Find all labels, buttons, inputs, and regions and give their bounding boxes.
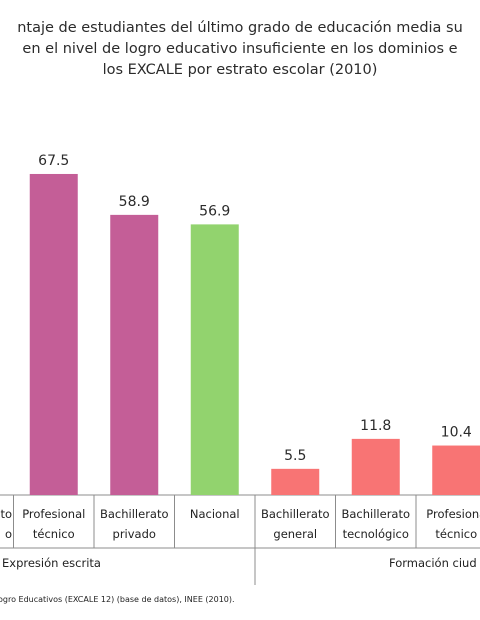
- bar-1: [29, 173, 78, 495]
- bar-3: [190, 224, 239, 495]
- category-label-5-1: tecnológico: [343, 527, 409, 541]
- data-label-4: 5.5: [284, 448, 306, 464]
- data-label-2: 58.9: [119, 194, 150, 210]
- chart-title-line-2: en el nivel de logro educativo insuficie…: [22, 41, 458, 57]
- category-label-0-0: to: [0, 507, 12, 521]
- data-label-6: 10.4: [441, 425, 472, 441]
- category-label-0-1: o: [5, 527, 12, 541]
- bar-4: [271, 468, 320, 495]
- category-label-2-0: Bachillerato: [100, 507, 169, 521]
- data-label-1: 67.5: [38, 153, 69, 169]
- bar-2: [110, 214, 159, 496]
- category-label-4-1: general: [273, 527, 317, 541]
- category-label-6-1: técnico: [435, 527, 477, 541]
- bar-5: [351, 438, 400, 495]
- chart-title-line-1: ntaje de estudiantes del último grado de…: [17, 20, 463, 36]
- source-note: ogro Educativos (EXCALE 12) (base de dat…: [0, 595, 235, 604]
- category-label-3-0: Nacional: [190, 507, 240, 521]
- group-label-1: Formación ciud: [389, 556, 477, 570]
- category-label-6-0: Profesiona: [426, 507, 480, 521]
- group-label-0: Expresión escrita: [2, 556, 101, 570]
- category-label-5-0: Bachillerato: [341, 507, 410, 521]
- category-label-2-1: privado: [113, 527, 156, 541]
- category-label-1-0: Profesional: [22, 507, 85, 521]
- chart-title: ntaje de estudiantes del último grado de…: [0, 18, 480, 81]
- chart-title-line-3: los EXCALE por estrato escolar (2010): [102, 62, 378, 78]
- category-label-1-1: técnico: [33, 527, 75, 541]
- category-label-4-0: Bachillerato: [261, 507, 330, 521]
- data-label-3: 56.9: [199, 203, 230, 219]
- data-label-5: 11.8: [360, 418, 391, 434]
- bar-6: [432, 445, 480, 495]
